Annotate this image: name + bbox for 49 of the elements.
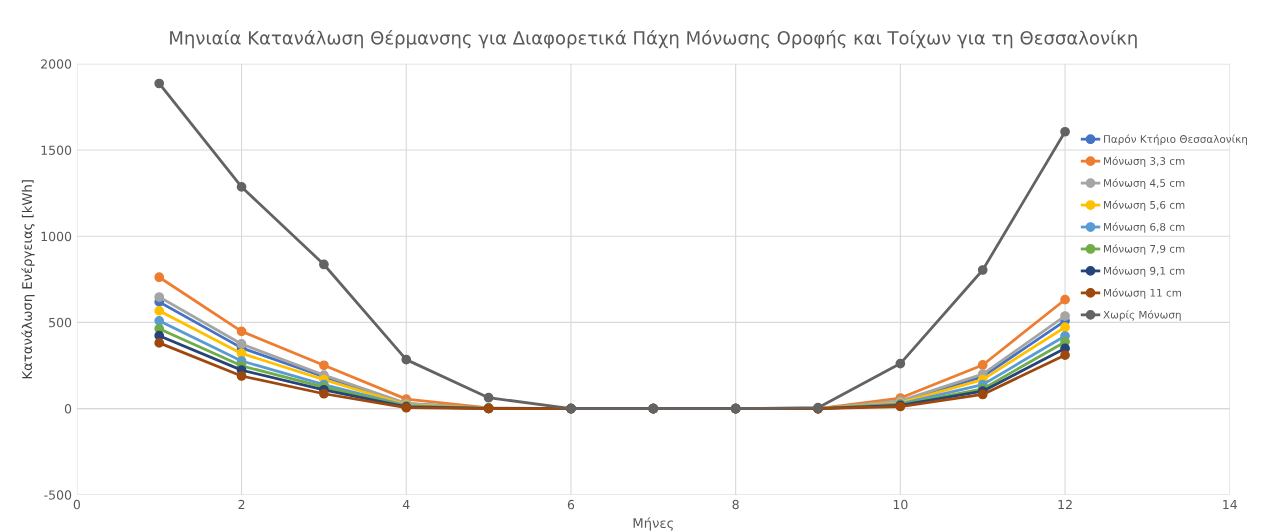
x-axis-title: Μήνες bbox=[633, 517, 673, 531]
point bbox=[154, 78, 165, 89]
y-tick-label: 1000 bbox=[41, 231, 72, 242]
legend-label: Μόνωση 3,3 cm bbox=[1104, 156, 1185, 167]
point bbox=[977, 360, 988, 370]
legend-label: Παρόν Κτήριο Θεσσαλονίκη bbox=[1104, 134, 1247, 145]
point bbox=[483, 392, 494, 403]
point bbox=[154, 272, 165, 283]
legend-label: Μόνωση 6,8 cm bbox=[1104, 222, 1185, 233]
y-tick-label: 1500 bbox=[41, 145, 72, 155]
y-tick-label: 2000 bbox=[41, 59, 72, 69]
point bbox=[154, 315, 165, 326]
point bbox=[977, 265, 988, 275]
x-tick-label: 2 bbox=[238, 499, 245, 510]
y-tick-label: -500 bbox=[44, 490, 72, 500]
point bbox=[154, 305, 165, 316]
point bbox=[154, 292, 165, 302]
point bbox=[319, 360, 329, 371]
legend-label: Μόνωση 9,1 cm bbox=[1104, 266, 1185, 277]
legend-label: Μόνωση 11 cm bbox=[1104, 288, 1181, 299]
x-tick-label: 6 bbox=[567, 499, 575, 510]
x-tick-label: 14 bbox=[1223, 500, 1238, 510]
point bbox=[1060, 311, 1070, 321]
x-tick-label: 0 bbox=[73, 499, 81, 510]
x-tick-label: 10 bbox=[893, 499, 908, 510]
x-tick-label: 8 bbox=[732, 499, 739, 510]
point bbox=[236, 371, 247, 381]
point bbox=[1060, 294, 1070, 305]
y-tick-label: 0 bbox=[64, 404, 72, 414]
x-tick-label: 12 bbox=[1058, 499, 1072, 510]
point bbox=[154, 338, 165, 348]
point bbox=[1060, 322, 1070, 333]
point bbox=[1060, 350, 1070, 361]
y-axis-title: Κατανάλωση Ενέργειας [kWh] bbox=[21, 180, 35, 379]
y-tick-label: 500 bbox=[49, 317, 72, 328]
legend-label: Μόνωση 4,5 cm bbox=[1104, 178, 1185, 189]
point bbox=[895, 358, 906, 369]
legend-label: Χωρίς Μόνωση bbox=[1103, 310, 1181, 321]
point bbox=[319, 388, 329, 399]
legend-label: Μόνωση 7,9 cm bbox=[1104, 244, 1185, 255]
legend-label: Μόνωση 5,6 cm bbox=[1104, 200, 1185, 211]
point bbox=[236, 182, 247, 192]
point bbox=[1060, 126, 1070, 137]
point bbox=[236, 326, 247, 337]
point bbox=[401, 354, 412, 365]
x-tick-label: 4 bbox=[402, 500, 410, 510]
point bbox=[236, 339, 247, 349]
point bbox=[319, 259, 329, 270]
chart-title: Μηνιαία Κατανάλωση Θέρμανσης για Διαφορετικά Πάχη Μόνωσης Οροφής και Τοίχων για τη Θεσσαλονίκη bbox=[170, 29, 1137, 49]
